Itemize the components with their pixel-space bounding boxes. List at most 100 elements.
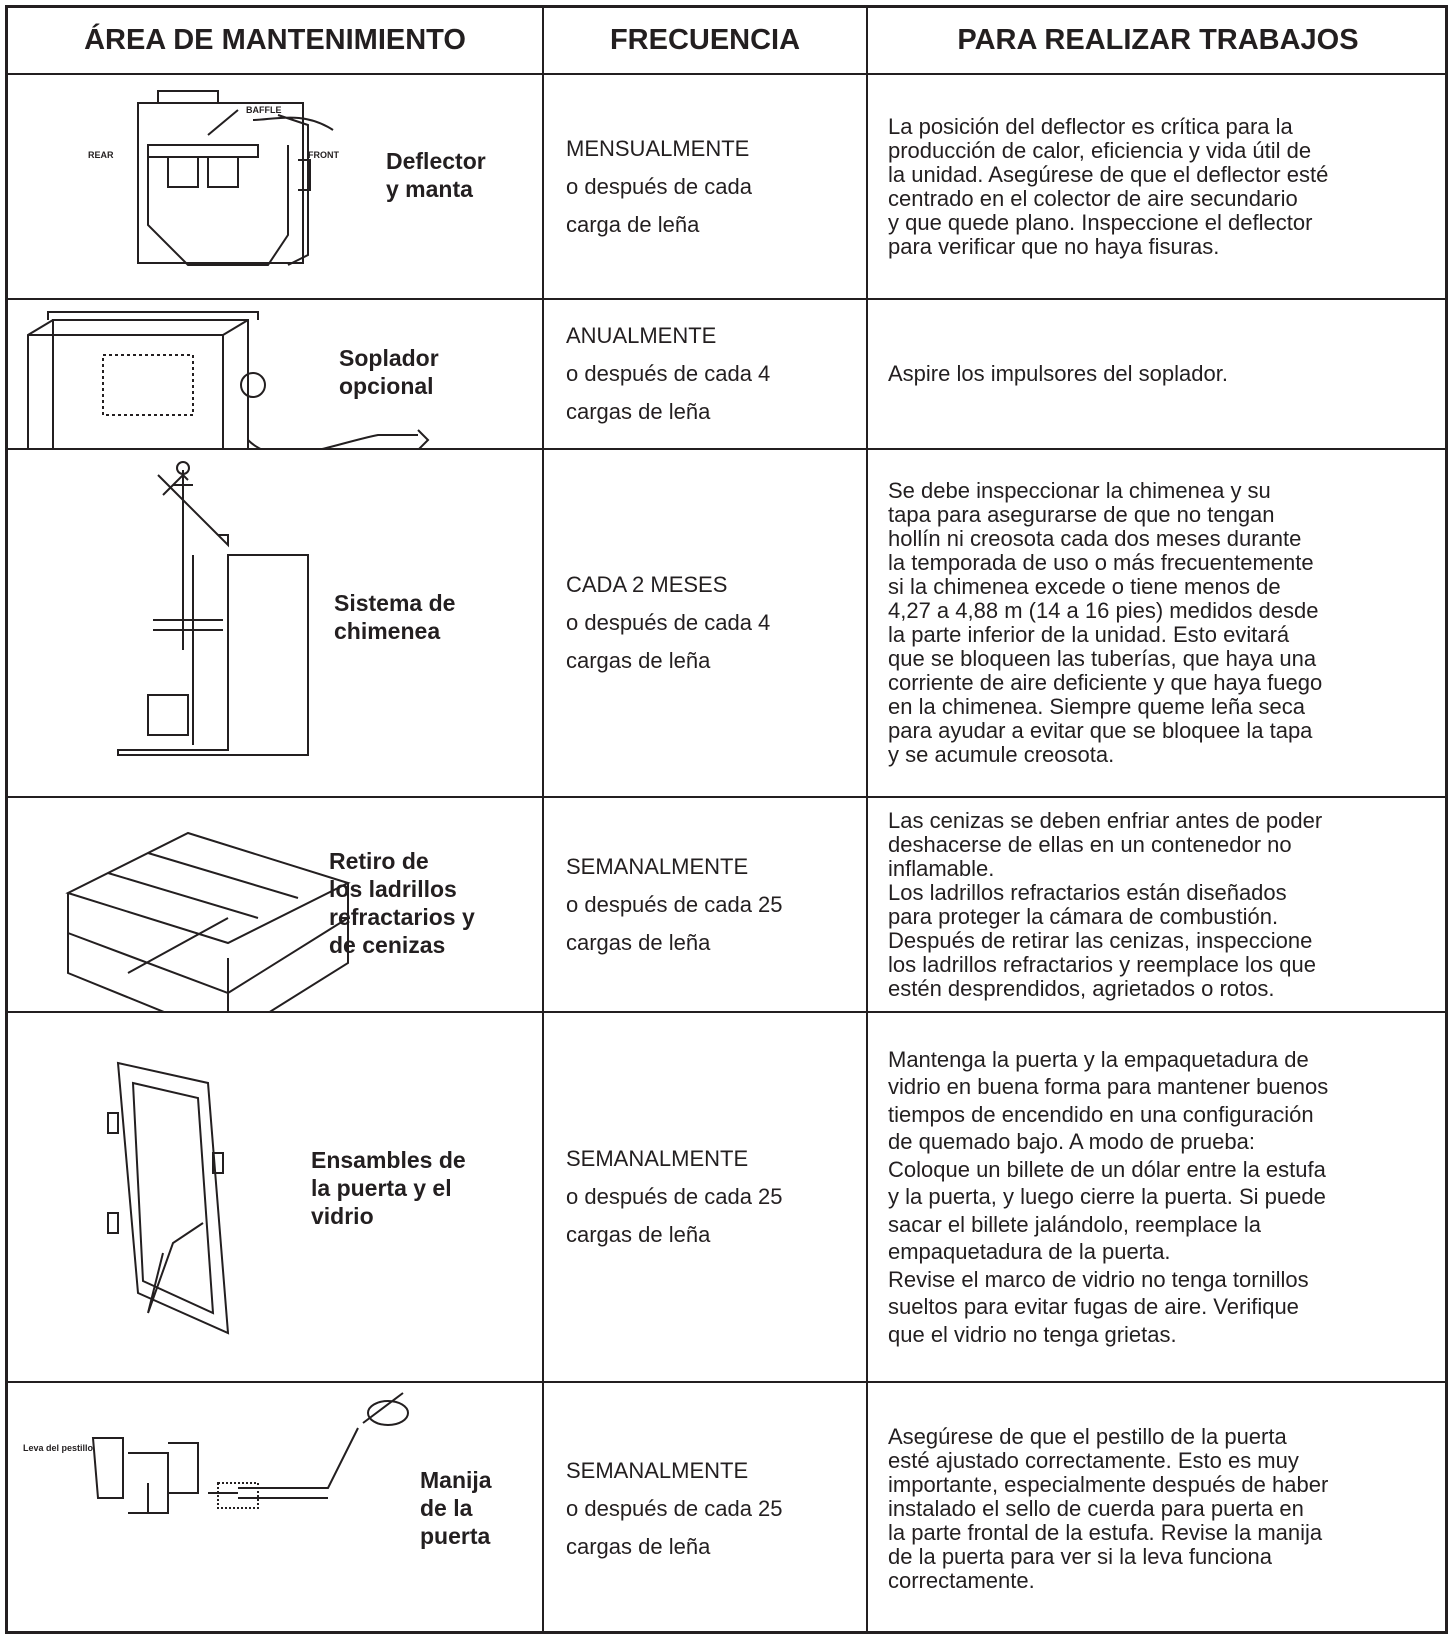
task-line: tiempos de encendido en una configuració…	[888, 1101, 1314, 1127]
figure-label: REAR	[88, 150, 114, 160]
area-line: de cenizas	[329, 932, 446, 958]
header-cell: FRECUENCIA	[544, 8, 868, 75]
header-text: PARA REALIZAR TRABAJOS	[957, 24, 1359, 56]
area-line: chimenea	[334, 618, 441, 644]
area-line: Ensambles de	[311, 1147, 466, 1173]
area-line: refractarios y	[329, 904, 475, 930]
area-line: Manija	[420, 1467, 492, 1493]
task-line: en la chimenea. Siempre queme leña seca	[888, 694, 1306, 719]
frequency-cell: SEMANALMENTE o después de cada 25 cargas d…	[544, 1013, 868, 1383]
frequency-cell: SEMANALMENTE o después de cada 25 cargas d…	[544, 1383, 868, 1634]
task-line: inflamable.	[888, 855, 995, 881]
task-line: para proteger la cámara de combustión.	[888, 903, 1279, 929]
frequency-line: ANUALMENTE	[566, 323, 717, 348]
task-line: instalado el sello de cuerda para puerta…	[888, 1495, 1304, 1521]
task-line: sueltos para evitar fugas de aire. Verif…	[888, 1294, 1299, 1320]
drawing-stroke	[217, 1482, 259, 1509]
task-line: que se bloqueen las tuberías, que haya u…	[888, 646, 1317, 671]
task-line: Aspire los impulsores del soplador.	[888, 361, 1228, 386]
area-label: Soplador opcional	[339, 344, 439, 400]
maintenance-table: ÁREA DE MANTENIMIENTO FRECUENCIA PARA REAL…	[5, 5, 1448, 1634]
frequency-line: cargas de leña	[566, 399, 711, 424]
header-text: ÁREA DE MANTENIMIENTO	[84, 24, 466, 56]
frequency-cell: ANUALMENTE o después de cada 4 cargas de l…	[544, 300, 868, 450]
frequency-line: o después de cada 4	[566, 361, 771, 386]
task-line: correctamente.	[888, 1567, 1035, 1593]
task-cell: Las cenizas se deben enfriar antes de po…	[868, 798, 1448, 1013]
area-cell: Leva del pestillo Manija de la puerta	[8, 1383, 544, 1634]
task-cell: Mantenga la puerta y la empaquetadura de…	[868, 1013, 1448, 1383]
task-line: 4,27 a 4,88 m (14 a 16 pies) medidos des…	[888, 598, 1319, 623]
frequency-line: cargas de leña	[566, 929, 711, 955]
task-line: producción de calor, eficiencia y vida ú…	[888, 137, 1312, 163]
illustration	[117, 461, 309, 756]
area-line: la puerta y el	[311, 1175, 452, 1201]
frequency-line: MENSUALMENTE	[566, 135, 750, 161]
frequency-line: SEMANALMENTE	[566, 1457, 749, 1483]
frequency-line: carga de leña	[566, 211, 700, 237]
header-cell: PARA REALIZAR TRABAJOS	[868, 8, 1448, 75]
frequency-line: CADA 2 MESES	[566, 572, 728, 597]
drawing-stroke	[247, 429, 430, 450]
task-line: Mantenga la puerta y la empaquetadura de	[888, 1046, 1309, 1072]
illustration	[107, 1061, 230, 1335]
drawing-stroke	[212, 1152, 224, 1174]
area-line: y manta	[386, 176, 473, 202]
frequency-line: o después de cada 25	[566, 1495, 783, 1521]
area-label: Ensambles de la puerta y el vidrio	[311, 1146, 466, 1230]
frequency-line: o después de cada	[566, 173, 752, 199]
illustration	[91, 1392, 409, 1514]
area-line: Sistema de	[334, 590, 456, 616]
task-line: centrado en el colector de aire secundar…	[888, 185, 1298, 211]
area-cell: Ensambles de la puerta y el vidrio	[8, 1013, 544, 1383]
drawing-stroke	[147, 90, 334, 266]
task-line: La posición del deflector es crítica par…	[888, 113, 1293, 139]
task-cell: Aspire los impulsores del soplador.	[868, 300, 1448, 450]
area-label: Deflector y manta	[386, 147, 486, 203]
frequency-line: SEMANALMENTE	[566, 1146, 749, 1171]
area-line: opcional	[339, 373, 434, 399]
task-line: Asegúrese de que el pestillo de la puert…	[888, 1423, 1287, 1449]
frequency-line: o después de cada 4	[566, 610, 771, 635]
drawing-stroke	[176, 461, 190, 475]
frequency-line: cargas de leña	[566, 1222, 711, 1247]
header-cell: ÁREA DE MANTENIMIENTO	[8, 8, 544, 75]
frequency-line: o después de cada 25	[566, 891, 783, 917]
frequency-cell: CADA 2 MESES o después de cada 4 cargas de…	[544, 450, 868, 798]
drawing-stroke	[52, 319, 249, 450]
drawing-stroke	[107, 1112, 119, 1134]
task-line: Revise el marco de vidrio no tenga torni…	[888, 1266, 1309, 1292]
drawing-stroke	[91, 1392, 404, 1514]
illustration	[65, 831, 351, 1013]
frequency-line: cargas de leña	[566, 648, 711, 673]
task-line: y se acumule creosota.	[888, 742, 1115, 767]
task-line: de la puerta para ver si la leva funcion…	[888, 1543, 1273, 1569]
frequency-line: cargas de leña	[566, 1533, 711, 1559]
area-cell: Sistema de chimenea	[8, 450, 544, 798]
frequency-line: o después de cada 25	[566, 1184, 783, 1209]
task-line: vidrio en buena forma para mantener buen…	[888, 1074, 1329, 1100]
task-line: Las cenizas se deben enfriar antes de po…	[888, 807, 1323, 833]
area-cell: Soplador opcional	[8, 300, 544, 450]
frequency-cell: SEMANALMENTE o después de cada 25 cargas d…	[544, 798, 868, 1013]
figure-label: Leva del pestillo	[23, 1443, 94, 1453]
area-line: puerta	[420, 1523, 491, 1549]
figure-label: FRONT	[308, 150, 339, 160]
illustration	[137, 90, 334, 266]
area-line: Deflector	[386, 148, 486, 174]
task-line: para verificar que no haya fisuras.	[888, 233, 1220, 259]
drawing-stroke	[116, 1061, 230, 1335]
task-cell: Se debe inspeccionar la chimenea y su tap…	[868, 450, 1448, 798]
task-line: los ladrillos refractarios y reemplace l…	[888, 951, 1316, 977]
task-line: de quemado bajo. A modo de prueba:	[888, 1129, 1255, 1155]
area-cell: BAFFLE REAR FRONT Deflector y manta	[8, 75, 544, 300]
drawing-stroke	[65, 831, 351, 1013]
task-line: Los ladrillos refractarios están diseñad…	[888, 879, 1287, 905]
figure-label: BAFFLE	[246, 105, 282, 115]
task-line: y la puerta, y luego cierre la puerta. S…	[888, 1184, 1326, 1210]
area-label: Retiro de los ladrillos refractarios y de c…	[329, 847, 475, 959]
area-line: vidrio	[311, 1203, 374, 1229]
task-line: corriente de aire deficiente y que haya …	[888, 670, 1323, 695]
task-cell: Asegúrese de que el pestillo de la puert…	[868, 1383, 1448, 1634]
